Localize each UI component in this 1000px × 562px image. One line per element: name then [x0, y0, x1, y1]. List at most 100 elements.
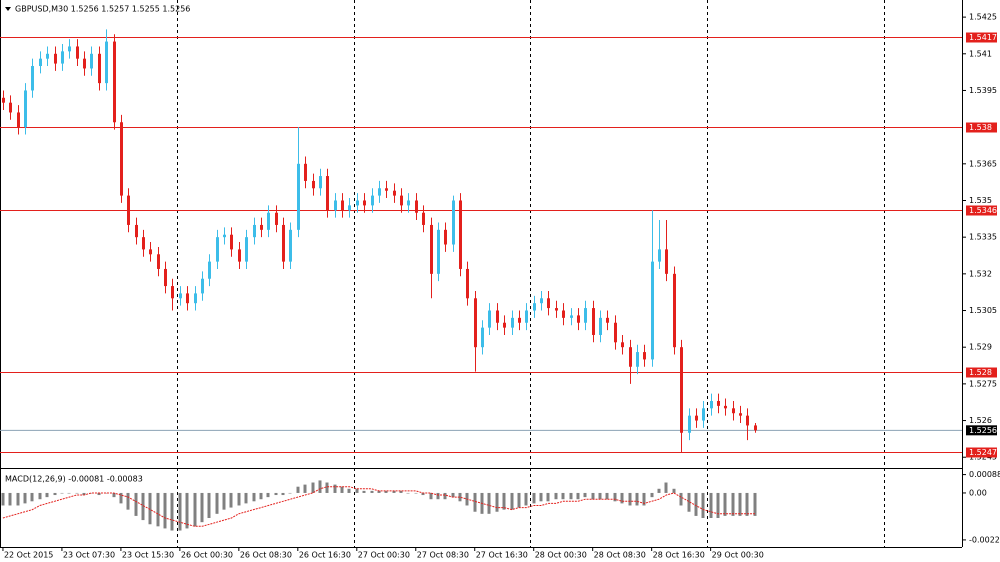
macd-bar — [266, 492, 270, 498]
candle-body — [179, 293, 182, 299]
candle-body — [39, 58, 42, 67]
candle-body — [710, 400, 713, 409]
macd-bar — [399, 490, 403, 493]
y-tick-label: 1.5395 — [969, 86, 997, 95]
day-separators — [177, 0, 885, 547]
x-tick-label: 28 Oct 00:30 — [535, 551, 587, 560]
candle-body — [341, 200, 344, 211]
macd-bar — [38, 492, 42, 500]
macd-bar — [517, 492, 521, 508]
x-tick-label: 27 Oct 08:30 — [417, 551, 469, 560]
y-tick-label: 1.5335 — [969, 233, 997, 242]
macd-bar — [406, 492, 410, 494]
chart-header: GBPUSD,M30 1.5256 1.5257 1.5255 1.5256 — [15, 5, 190, 14]
candle-body — [98, 53, 101, 84]
candle-body — [164, 268, 167, 287]
macd-bar — [134, 492, 138, 516]
macd-bar — [229, 492, 233, 508]
macd-bar — [333, 484, 337, 493]
y-tick-label: 1.5305 — [969, 306, 997, 315]
candle-body — [157, 254, 160, 269]
candle-body — [356, 200, 359, 206]
macd-bar — [370, 490, 374, 493]
macd-bar — [193, 492, 197, 527]
macd-bar — [53, 492, 57, 496]
macd-bar — [429, 492, 433, 500]
candle-body — [673, 273, 676, 348]
candle-body — [496, 310, 499, 323]
candle-body — [282, 224, 285, 262]
macd-bar — [222, 492, 226, 510]
macd-bar — [576, 492, 580, 500]
macd-bar — [67, 492, 71, 494]
macd-bar — [325, 482, 329, 493]
macd-bar — [546, 492, 550, 502]
x-tick-label: 29 Oct 00:30 — [712, 551, 764, 560]
candle-body — [230, 234, 233, 250]
macd-bar — [355, 488, 359, 493]
candle-body — [9, 102, 12, 113]
candle-body — [702, 408, 705, 421]
candle-body — [518, 317, 521, 323]
candle-body — [754, 425, 757, 431]
y-tick-label: 1.526 — [969, 416, 992, 425]
x-tick-label: 23 Oct 15:30 — [122, 551, 174, 560]
macd-bar — [694, 492, 698, 516]
candle-body — [253, 224, 256, 238]
macd-bar — [561, 492, 565, 500]
candle-body — [348, 205, 351, 211]
macd-bar — [384, 490, 388, 493]
level-label-bg — [966, 367, 997, 378]
candle-body — [76, 46, 79, 59]
macd-bar — [598, 492, 602, 500]
macd-bar — [679, 492, 683, 506]
candle-body — [466, 268, 469, 299]
macd-bar — [259, 492, 263, 500]
macd-bar — [281, 492, 285, 496]
macd-bar — [502, 492, 506, 510]
candle-body — [68, 46, 71, 52]
macd-bar — [148, 492, 152, 525]
candle-body — [592, 308, 595, 335]
candle-body — [223, 234, 226, 238]
candle-body — [113, 41, 116, 123]
candle-body — [621, 342, 624, 348]
candle-body — [142, 237, 145, 250]
macd-bar — [524, 492, 528, 506]
candle-body — [437, 229, 440, 274]
candle-body — [135, 224, 138, 238]
candle-body — [533, 303, 536, 311]
candle-body — [584, 308, 587, 323]
candle-body — [120, 122, 123, 196]
macd-bar — [126, 492, 130, 510]
macd-bar — [591, 492, 595, 500]
candle-body — [680, 347, 683, 433]
candle-body — [562, 310, 565, 318]
symbol-menu-arrow[interactable] — [5, 7, 11, 11]
macd-bar — [753, 492, 757, 516]
macd-bar — [392, 490, 396, 493]
candle-body — [503, 322, 506, 328]
level-label: 1.538 — [969, 123, 992, 132]
candle-body — [393, 190, 396, 196]
candle-body — [665, 249, 668, 274]
level-label: 1.5247 — [969, 448, 997, 457]
macd-bar — [620, 492, 624, 504]
y-tick-label: 1.5425 — [969, 13, 997, 22]
macd-bar — [569, 492, 573, 500]
macd-bar — [495, 492, 499, 512]
macd-bar — [207, 492, 211, 518]
candle-body — [540, 298, 543, 304]
candle-body — [739, 413, 742, 416]
candle-body — [238, 249, 241, 262]
candle-body — [547, 298, 550, 309]
macd-bar — [723, 492, 727, 516]
x-tick-label: 27 Oct 16:30 — [476, 551, 528, 560]
candle-body — [385, 188, 388, 191]
macd-bar — [657, 488, 661, 493]
macd-bar — [414, 492, 418, 494]
candle-body — [695, 415, 698, 421]
level-label: 1.5346 — [969, 206, 997, 215]
y-tick-label: 1.532 — [969, 269, 992, 278]
